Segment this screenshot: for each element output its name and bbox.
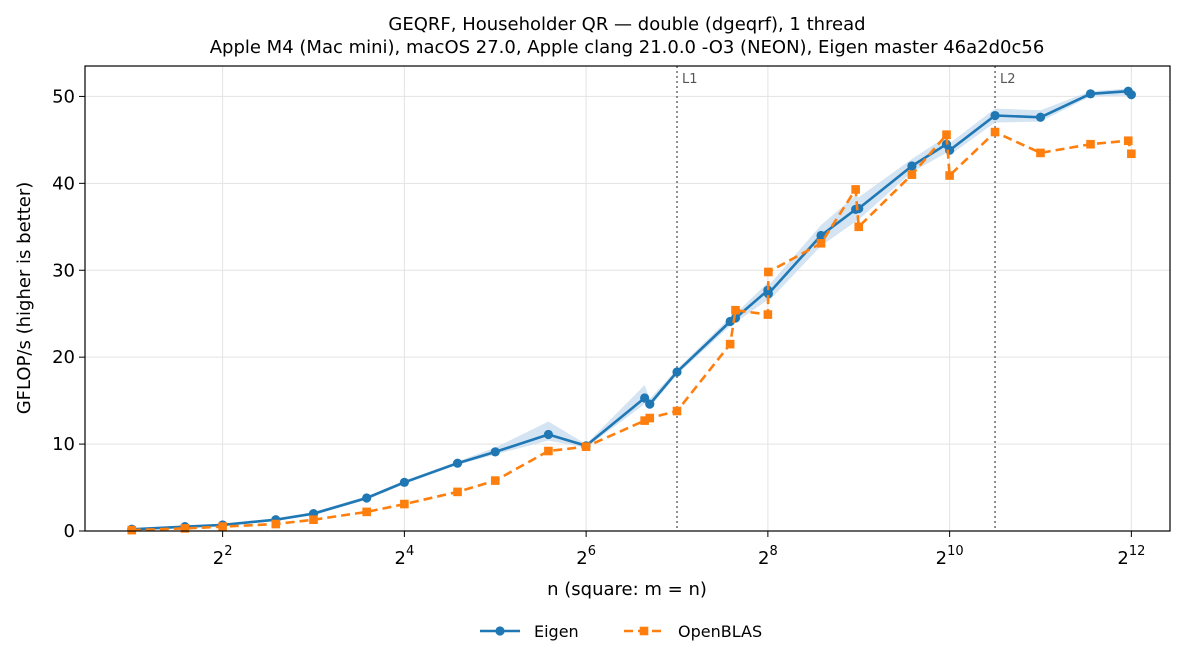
data-point-eigen (452, 458, 463, 468)
data-point-openblas (640, 416, 649, 425)
data-point-openblas (271, 519, 281, 529)
data-point-openblas (725, 339, 735, 349)
x-tick-exponent: 10 (947, 544, 964, 559)
cache-label-l2: L2 (1000, 72, 1016, 87)
legend-label-openblas: OpenBLAS (678, 622, 762, 641)
x-tick-label: 210 (936, 544, 964, 569)
data-point-eigen (362, 493, 372, 503)
data-point-openblas (851, 185, 860, 194)
data-point-openblas (672, 406, 682, 416)
data-point-eigen (1126, 90, 1136, 100)
x-tick-base: 2 (395, 548, 406, 569)
data-point-eigen (763, 289, 773, 299)
x-axis-label: n (square: m = n) (547, 579, 707, 600)
x-tick-label: 24 (395, 544, 415, 569)
x-tick-base: 2 (1117, 548, 1128, 569)
x-tick-label: 28 (758, 544, 778, 569)
x-tick-base: 2 (758, 548, 769, 569)
legend: Eigen OpenBLAS (480, 622, 762, 641)
data-point-openblas (127, 525, 137, 535)
data-point-openblas (1127, 149, 1136, 159)
plot-frame (84, 65, 1171, 532)
data-point-eigen (816, 230, 826, 241)
y-tick-label: 10 (52, 434, 75, 455)
data-point-openblas (309, 515, 318, 525)
legend-marker-eigen (495, 626, 505, 636)
data-point-openblas (544, 446, 553, 456)
x-tick-label: 26 (576, 544, 596, 569)
band-eigen (131, 88, 1132, 530)
y-axis-ticks: 0 10 20 30 40 50 (52, 86, 85, 542)
series-line-eigen (131, 89, 1133, 531)
series (127, 86, 1136, 535)
legend-label-eigen: Eigen (534, 622, 579, 641)
y-tick-label: 20 (52, 347, 75, 368)
data-point-openblas (1086, 139, 1095, 149)
x-tick-label: 22 (213, 544, 233, 569)
data-point-openblas (453, 487, 462, 497)
x-tick-exponent: 12 (1129, 544, 1146, 559)
data-point-openblas (581, 442, 591, 451)
data-point-openblas (763, 310, 773, 319)
data-point-openblas (490, 476, 500, 485)
data-point-openblas (764, 267, 773, 277)
data-point-openblas (400, 499, 409, 509)
y-axis-label: GFLOP/s (higher is better) (14, 182, 35, 415)
data-point-eigen (640, 393, 650, 403)
x-tick-exponent: 2 (224, 544, 232, 559)
x-tick-base: 2 (576, 548, 587, 569)
confidence-bands (131, 88, 1132, 530)
data-point-openblas (731, 305, 740, 315)
data-point-eigen (645, 399, 655, 409)
y-tick-label: 0 (64, 521, 75, 542)
grid (85, 66, 1170, 532)
data-point-openblas (945, 171, 954, 180)
data-point-openblas (990, 127, 1000, 137)
data-point-eigen (990, 110, 1000, 121)
series-line-openblas (131, 130, 1133, 532)
x-tick-base: 2 (936, 548, 947, 569)
cache-label-l1: L1 (682, 72, 698, 87)
data-point-eigen (1035, 112, 1046, 122)
data-point-eigen (907, 161, 917, 171)
data-point-eigen (672, 367, 682, 377)
data-point-openblas (1123, 136, 1133, 146)
legend-marker-openblas (639, 626, 649, 636)
data-point-eigen (399, 477, 409, 487)
y-tick-label: 40 (52, 173, 75, 194)
cache-markers: L1 L2 (676, 66, 1016, 531)
data-point-openblas (942, 130, 951, 139)
x-tick-label: 212 (1117, 544, 1145, 569)
x-tick-base: 2 (213, 548, 224, 569)
data-point-eigen (490, 447, 500, 457)
chart-subtitle: Apple M4 (Mac mini), macOS 27.0, Apple c… (210, 37, 1045, 58)
data-point-openblas (362, 507, 371, 517)
data-point-eigen (543, 429, 554, 440)
data-point-openblas (854, 222, 864, 232)
data-point-openblas (180, 524, 190, 533)
data-point-openblas (645, 413, 655, 423)
y-tick-label: 30 (52, 260, 75, 281)
x-tick-exponent: 6 (588, 544, 596, 559)
data-point-eigen (854, 203, 864, 214)
data-point-openblas (1036, 148, 1045, 158)
data-point-openblas (907, 170, 917, 179)
data-point-openblas (816, 239, 826, 248)
x-tick-exponent: 8 (769, 544, 777, 559)
chart-title: GEQRF, Householder QR — double (dgeqrf),… (388, 14, 865, 35)
x-axis-ticks: 22 24 26 28 210 212 (213, 531, 1145, 569)
y-tick-label: 50 (52, 86, 75, 107)
data-point-openblas (218, 522, 227, 531)
data-point-eigen (1085, 89, 1096, 99)
x-tick-exponent: 4 (406, 544, 414, 559)
